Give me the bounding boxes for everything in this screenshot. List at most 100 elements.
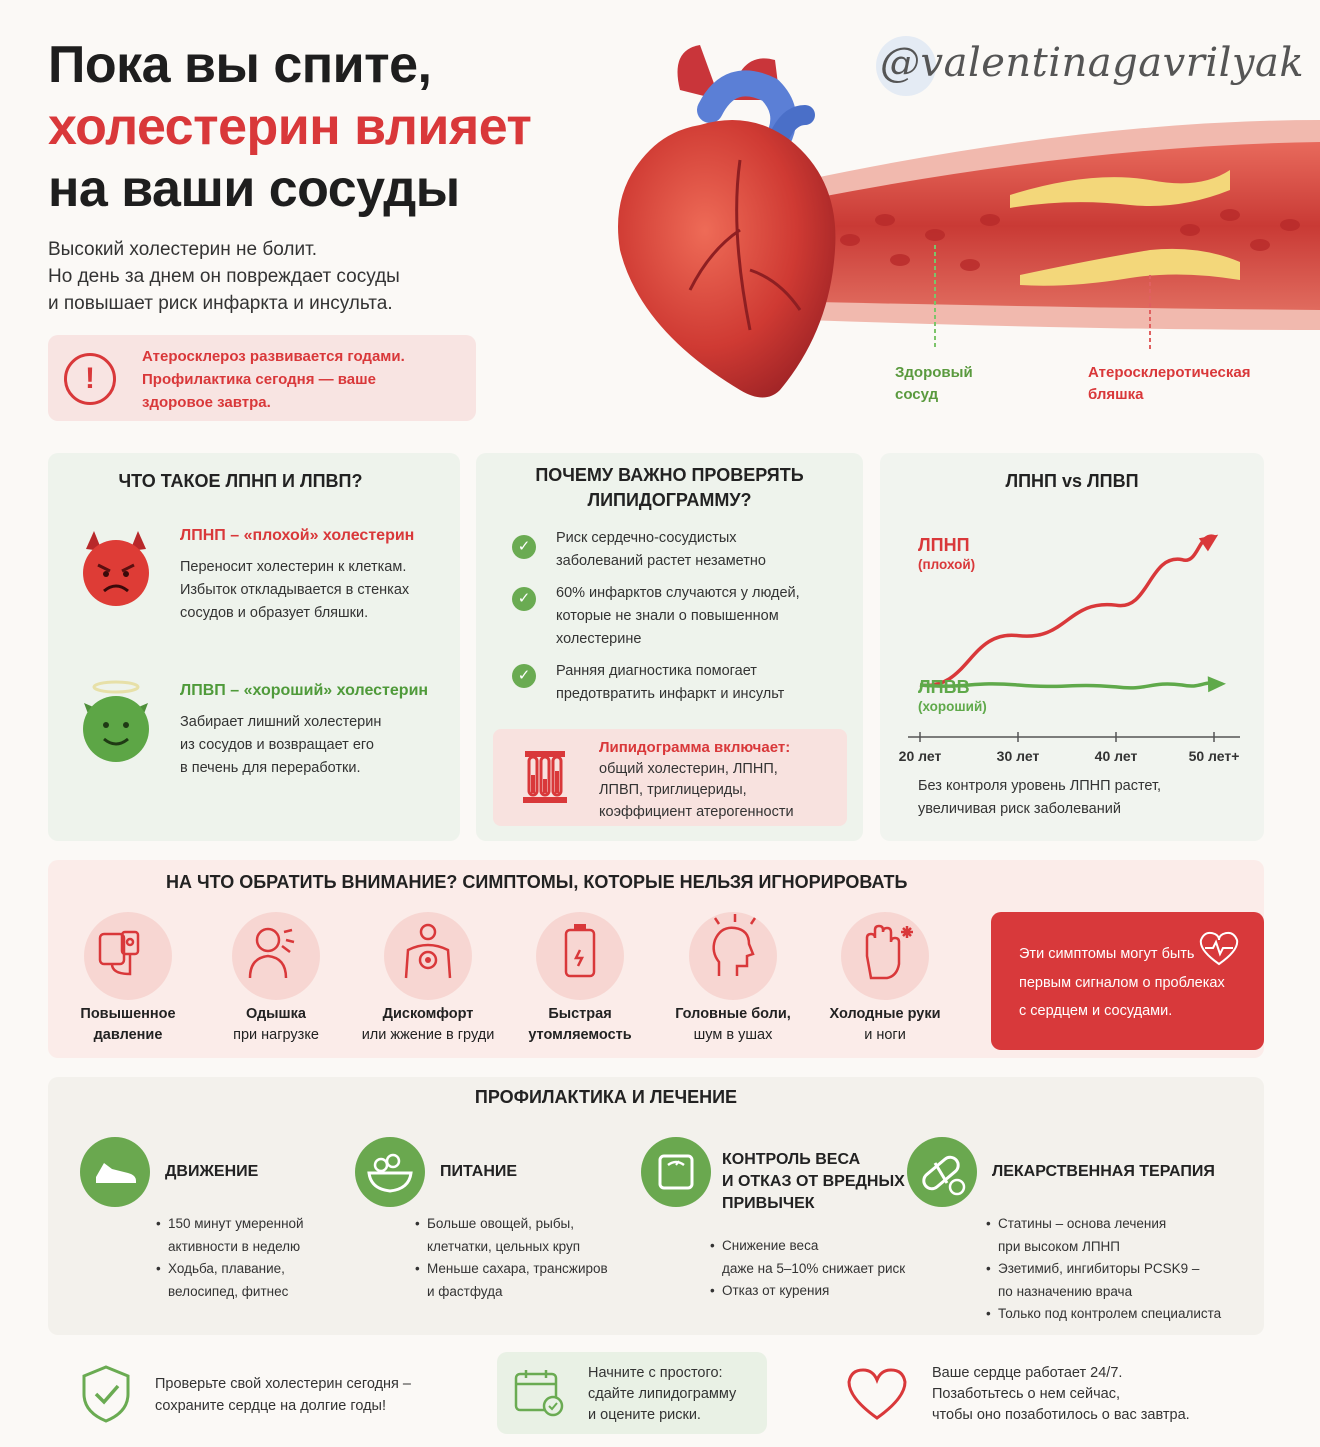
symptoms-section: НА ЧТО ОБРАТИТЬ ВНИМАНИЕ? СИМПТОМЫ, КОТО… [48,860,1264,1058]
alert-line: Атеросклероз развивается годами. [142,348,405,365]
text-line: Эзетимиб, ингибиторы PCSK9 – [998,1261,1200,1276]
symptom-item: Дискомфорт или жжение в груди [348,912,508,1052]
text-line: Избыток откладывается в стенках [180,582,410,598]
text-line: сосудов и образует бляшки. [180,605,369,621]
title-line: ЛИПИДОГРАММУ? [587,490,752,510]
x-tick-label: 40 лет [1095,748,1138,764]
series-line-ldl [919,534,1216,687]
scale-icon [641,1137,711,1207]
text-line: чтобы оно позаботилось о вас завтра. [932,1407,1190,1423]
footer-cta-box: Начните с простого: сдайте липидограмму … [497,1352,767,1434]
chest-pain-icon [384,912,472,1000]
text-line: коэффициент атерогенности [599,803,794,820]
shortness-of-breath-icon [232,912,320,1000]
shield-check-icon [82,1365,130,1423]
prevention-list: Больше овощей, рыбы, клетчатки, цельных к… [415,1213,645,1303]
text-line: Эти симптомы могут быть [1019,946,1195,962]
lipidogram-text: Липидограмма включает: общий холестерин,… [599,737,844,823]
prevention-title: ЛЕКАРСТВЕННАЯ ТЕРАПИЯ [992,1163,1215,1180]
symptom-item: Быстрая утомляемость [500,912,660,1052]
footer-text-2: Начните с простого: сдайте липидограмму … [588,1363,763,1426]
x-tick-label: 20 лет [899,748,942,764]
chart-title: ЛПНП vs ЛПВП [1005,471,1139,491]
text-line: общий холестерин, ЛПНП, [599,760,778,777]
hdl-description: Забирает лишний холестерин из сосудов и … [180,711,450,780]
text-line: велосипед, фитнес [168,1283,289,1299]
symptom-label-line: и ноги [864,1027,906,1043]
list-item: Больше овощей, рыбы, клетчатки, цельных к… [415,1213,645,1258]
moon-icon [876,36,936,96]
label-line: Атеросклеротическая [1088,364,1251,381]
text-line: которые не знали о повышенном [556,608,779,624]
section-title: НА ЧТО ОБРАТИТЬ ВНИМАНИЕ? СИМПТОМЫ, КОТО… [166,872,908,892]
prevention-list: Статины – основа лечения при высоком ЛПНП… [986,1213,1256,1326]
subtitle-line: Высокий холестерин не болит. [48,239,317,260]
good-cholesterol-angel-icon [83,680,149,762]
title-line: КОНТРОЛЬ ВЕСА [722,1151,861,1168]
symptom-label-line: шум в ушах [693,1027,773,1043]
list-item: Статины – основа лечения при высоком ЛПНП [986,1213,1256,1258]
series-label-hdl: ЛПВВ [918,677,970,697]
ldl-title: ЛПНП – «плохой» холестерин [180,527,415,544]
list-item: Эзетимиб, ингибиторы PCSK9 – по назначени… [986,1258,1256,1303]
ldl-vs-hdl-chart-card: ЛПНП vs ЛПВП ЛПНП (плохой) ЛПВВ (хороший… [880,453,1264,841]
card-title: ПОЧЕМУ ВАЖНО ПРОВЕРЯТЬ ЛИПИДОГРАММУ? [476,463,863,513]
text-line: Забирает лишний холестерин [180,714,382,730]
x-tick-labels: 20 лет 30 лет 40 лет 50 лет+ [899,748,1240,764]
list-item: Ходьба, плавание, велосипед, фитнес [156,1258,356,1303]
text-line: Ходьба, плавание, [168,1261,285,1276]
symptom-label: Одышка при нагрузке [196,1004,356,1046]
prevention-list: 150 минут умеренной активности в неделю Х… [156,1213,356,1303]
symptom-label-line: Дискомфорт [382,1006,474,1022]
why-lipidogram-card: ПОЧЕМУ ВАЖНО ПРОВЕРЯТЬ ЛИПИДОГРАММУ? ✓ Р… [476,453,863,841]
series-sublabel-hdl: (хороший) [918,699,987,714]
blood-pressure-icon [84,912,172,1000]
label-plaque: Атеросклеротическая бляшка [1088,362,1250,406]
why-bullet: Ранняя диагностика помогает предотвратит… [556,660,846,706]
calendar-check-icon [514,1370,564,1417]
chart-axis [908,732,1240,742]
series-label-ldl: ЛПНП [918,535,970,555]
check-icon: ✓ [512,587,536,611]
symptom-label-line: Быстрая [548,1006,612,1022]
title-line: ПОЧЕМУ ВАЖНО ПРОВЕРЯТЬ [535,465,804,485]
x-tick-label: 50 лет+ [1189,748,1240,764]
check-icon: ✓ [512,664,536,688]
text-line: сдайте липидограмму [588,1386,737,1402]
symptom-label: Головные боли, шум в ушах [653,1004,813,1046]
lipidogram-box: Липидограмма включает: общий холестерин,… [493,729,847,826]
label-healthy-vessel: Здоровый сосуд [895,362,973,406]
text-line: Меньше сахара, трансжиров [427,1261,608,1276]
page-title: Пока вы спите, холестерин влияет на ваши… [48,34,648,220]
text-line: Начните с простого: [588,1365,723,1381]
symptom-label-line: при нагрузке [233,1027,319,1043]
text-line: активности в неделю [168,1238,301,1254]
text-line: ЛПВП, триглицериды, [599,782,747,798]
artery [805,120,1320,350]
label-line: Здоровый [895,364,973,381]
series-sublabel-ldl: (плохой) [918,557,975,572]
symptom-label-line: или жжение в груди [361,1027,495,1043]
text-line: Переносит холестерин к клеткам. [180,559,407,575]
symptom-item: Головные боли, шум в ушах [653,912,813,1052]
text-line: сохраните сердце на долгие годы! [155,1397,386,1414]
text-line: Риск сердечно-сосудистых [556,530,737,546]
list-item: 150 минут умеренной активности в неделю [156,1213,356,1258]
series-arrow-ldl [1198,534,1219,552]
text-line: увеличивая риск заболеваний [918,801,1121,817]
text-line: Снижение веса [722,1238,819,1253]
ldl-description: Переносит холестерин к клеткам. Избыток … [180,556,450,625]
prevention-section: ПРОФИЛАКТИКА И ЛЕЧЕНИЕ ДВИЖЕНИЕ 150 мину… [48,1077,1264,1335]
list-item: Снижение веса даже на 5–10% снижает риск [710,1235,950,1280]
text-line: и оцените риски. [588,1407,701,1423]
heart [618,45,836,398]
symptom-label: Быстрая утомляемость [500,1004,660,1046]
ldl-hdl-line-chart: ЛПНП (плохой) ЛПВВ (хороший) 20 лет 30 ле… [899,534,1240,764]
symptom-item: Повышенное давление [48,912,208,1052]
bad-cholesterol-devil-icon [83,531,149,606]
text-line: в печень для переработки. [180,760,361,776]
series-arrow-hdl [1207,676,1226,693]
heart-outline-icon [847,1368,907,1420]
symptom-label-line: Одышка [246,1006,306,1022]
text-line: заболеваний растет незаметно [556,553,766,569]
